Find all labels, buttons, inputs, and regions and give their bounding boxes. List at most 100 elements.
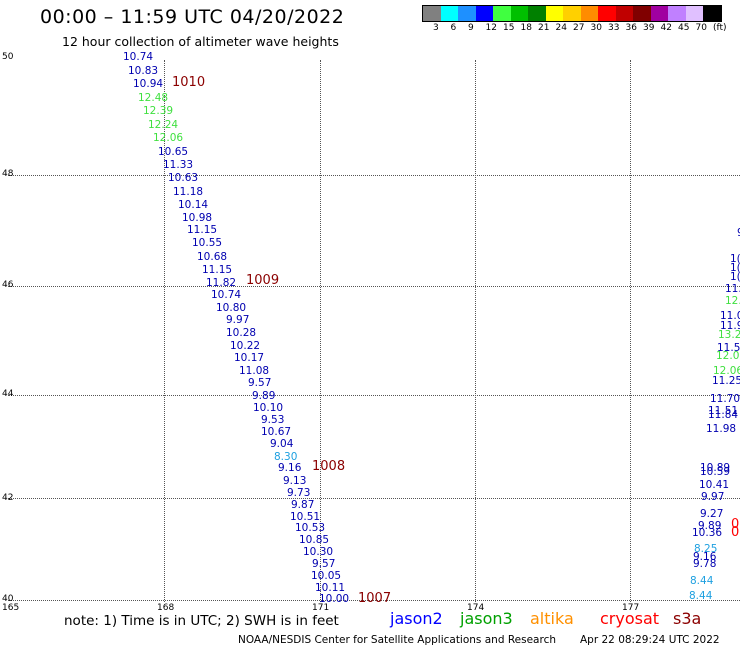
wave-height-value: 8.44 xyxy=(690,575,714,587)
wave-height-value: 9.27 xyxy=(700,508,724,520)
wave-height-value: 10.17 xyxy=(234,352,265,364)
wave-height-value: 10.00 xyxy=(319,593,350,605)
lat-label-50: 50 xyxy=(2,52,14,62)
color-scale-label: 15 xyxy=(503,23,515,33)
pressure-label: 1008 xyxy=(312,459,346,474)
lon-label-177: 177 xyxy=(622,603,640,613)
gridline-lat-44 xyxy=(8,395,740,396)
wave-height-value: 9.87 xyxy=(291,499,315,511)
wave-height-value: 11.15 xyxy=(202,264,233,276)
wave-height-value: 9.53 xyxy=(261,414,285,426)
color-scale-label: 42 xyxy=(660,23,672,33)
lat-label-44: 44 xyxy=(2,389,14,399)
wave-height-value: 10.10 xyxy=(253,402,284,414)
wave-height-value: 11.33 xyxy=(163,159,194,171)
wave-height-value: 11.18 xyxy=(173,186,204,198)
color-scale-label: 24 xyxy=(555,23,567,33)
footer-timestamp: Apr 22 08:29:24 UTC 2022 xyxy=(580,634,720,646)
wave-height-value: 9.04 xyxy=(270,438,294,450)
lon-label-174: 174 xyxy=(467,603,485,613)
color-swatch xyxy=(440,6,458,21)
lat-label-40: 40 xyxy=(2,594,14,604)
color-scale-bar xyxy=(422,5,722,22)
color-swatch xyxy=(703,6,721,21)
legend-jason2: jason2 xyxy=(390,609,443,628)
wave-height-value: 10.80 xyxy=(216,302,247,314)
wave-height-value: 10.30 xyxy=(303,546,334,558)
wave-height-value: 11.51 xyxy=(708,405,739,417)
color-scale-label: 12 xyxy=(485,23,497,33)
wave-height-value: 9.97 xyxy=(226,314,250,326)
gridline-lon-174 xyxy=(475,60,476,602)
color-scale-label: 27 xyxy=(573,23,585,33)
color-swatch xyxy=(493,6,511,21)
wave-height-value: 10.11 xyxy=(315,582,346,594)
wave-height-value: 10.05 xyxy=(311,570,342,582)
color-scale-label: 70 xyxy=(695,23,707,33)
wave-height-value: 8.25 xyxy=(694,543,718,555)
wave-height-value: 10.53 xyxy=(295,522,326,534)
pressure-label: 1010 xyxy=(172,75,206,90)
wave-height-value: 12.06 xyxy=(153,132,184,144)
color-swatch xyxy=(615,6,633,21)
lat-label-46: 46 xyxy=(2,280,14,290)
wave-height-value: 9 xyxy=(737,227,740,239)
wave-height-value: 10.98 xyxy=(182,212,213,224)
color-swatch xyxy=(580,6,598,21)
color-swatch xyxy=(598,6,616,21)
wave-height-value: 9.78 xyxy=(693,558,717,570)
wave-height-value: 11.5 xyxy=(717,342,740,354)
gridline-lon-171 xyxy=(320,60,321,602)
color-swatch xyxy=(685,6,703,21)
wave-height-value: 10.94 xyxy=(133,78,164,90)
color-swatch xyxy=(528,6,546,21)
wave-height-value: 9.57 xyxy=(248,377,272,389)
wave-height-value: 9.97 xyxy=(701,491,725,503)
wave-height-value: 12.24 xyxy=(148,119,179,131)
wave-height-value: 9.16 xyxy=(278,462,302,474)
footer-note: note: 1) Time is in UTC; 2) SWH is in fe… xyxy=(64,613,339,629)
wave-height-value: 11.84 xyxy=(708,409,739,421)
wave-height-value: 10.65 xyxy=(158,146,189,158)
color-scale-label: 30 xyxy=(590,23,602,33)
wave-height-value: 10.55 xyxy=(192,237,223,249)
wave-height-value: 12. xyxy=(725,295,740,307)
wave-height-value: 11.0 xyxy=(720,310,740,322)
wave-height-value: 10.83 xyxy=(128,65,159,77)
wave-height-value: 8.44 xyxy=(689,590,713,602)
pressure-label: 1007 xyxy=(358,591,392,606)
wave-height-value: 11.9 xyxy=(720,320,740,332)
wave-height-value: 11. xyxy=(725,283,740,295)
wave-height-value: 10.22 xyxy=(230,340,261,352)
wave-height-value: 11.70 xyxy=(710,393,740,405)
wave-height-value: 11.82 xyxy=(206,277,237,289)
wave-height-value: 9.73 xyxy=(287,487,311,499)
wave-height-value: 10.14 xyxy=(178,199,209,211)
wave-height-value: 10.59 xyxy=(700,466,731,478)
wave-height-value: 11.15 xyxy=(187,224,218,236)
color-swatch xyxy=(458,6,476,21)
wave-height-value: 9.57 xyxy=(312,558,336,570)
gridline-lon-177 xyxy=(630,60,631,602)
gridline-lon-168 xyxy=(164,60,165,602)
color-scale-label: 45 xyxy=(678,23,690,33)
wave-height-value: 12.06 xyxy=(713,365,740,377)
gridline-lat-48 xyxy=(8,175,740,176)
wave-height-value: 9.16 xyxy=(693,551,717,563)
pressure-label: 0 xyxy=(731,517,740,532)
color-scale-label: (ft) xyxy=(713,23,727,33)
legend-s3a: s3a xyxy=(673,609,702,628)
map-subtitle: 12 hour collection of altimeter wave hei… xyxy=(62,34,339,49)
color-swatch xyxy=(563,6,581,21)
color-swatch xyxy=(668,6,686,21)
legend-cryosat: cryosat xyxy=(600,609,660,628)
wave-height-value: 10.85 xyxy=(299,534,330,546)
lat-label-48: 48 xyxy=(2,169,14,179)
wave-height-value: 11.08 xyxy=(239,365,270,377)
gridline-lat-40 xyxy=(8,600,740,601)
wave-height-value: 10.68 xyxy=(197,251,228,263)
color-scale-label: 18 xyxy=(520,23,532,33)
wave-height-value: 9.13 xyxy=(283,475,307,487)
color-swatch xyxy=(423,6,441,21)
